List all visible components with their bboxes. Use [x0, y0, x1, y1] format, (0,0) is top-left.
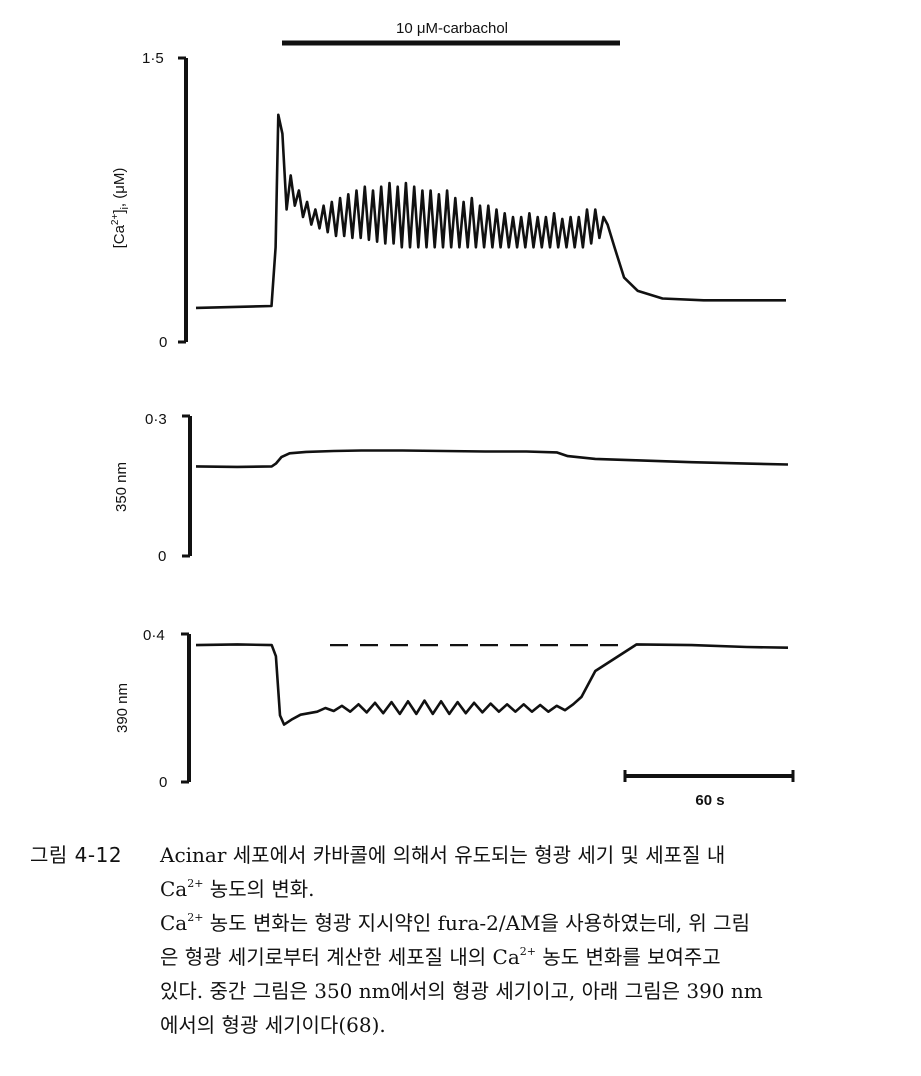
figure: 10 μM-carbachol 1·5 0 [Ca2+]i, (μM) 0·3 …: [110, 20, 795, 809]
ytick-390nm-zero: 0: [159, 774, 167, 791]
scale-bar-label: 60 s: [695, 792, 724, 809]
stimulus-label: 10 μM-carbachol: [396, 20, 508, 37]
ytick-390nm-max: 0·4: [143, 627, 165, 644]
ytick-350nm-zero: 0: [158, 548, 166, 565]
caption-line: 은 형광 세기로부터 계산한 세포질 내의 Ca2+ 농도 변화를 보여주고: [160, 945, 721, 969]
390nm-trace: [195, 643, 789, 726]
ytick-350nm-max: 0·3: [145, 411, 167, 428]
calcium-trace: [195, 113, 786, 310]
caption-line: 있다. 중간 그림은 350 nm에서의 형광 세기이고, 아래 그림은 390…: [160, 979, 763, 1003]
panel-350nm: 0·3 0 350 nm: [113, 411, 789, 565]
ytick-calcium-zero: 0: [159, 334, 167, 351]
ylabel-390nm: 390 nm: [114, 683, 131, 733]
caption-line: 에서의 형광 세기이다(68).: [160, 1013, 386, 1037]
ytick-calcium-max: 1·5: [142, 50, 164, 67]
caption-line: Ca2+ 농도 변화는 형광 지시약인 fura-2/AM을 사용하였는데, 위…: [160, 911, 750, 935]
ylabel-350nm: 350 nm: [113, 462, 130, 512]
caption-line: Acinar 세포에서 카바콜에 의해서 유도되는 형광 세기 및 세포질 내: [160, 843, 726, 867]
350nm-trace: [195, 449, 789, 469]
panel-calcium: 10 μM-carbachol 1·5 0 [Ca2+]i, (μM): [110, 20, 786, 351]
panel-390nm: 0·4 0 390 nm 60 s: [114, 627, 795, 809]
ylabel-calcium: [Ca2+]i, (μM): [110, 168, 131, 249]
caption-line: Ca2+ 농도의 변화.: [160, 877, 315, 901]
caption-label: 그림 4-12: [30, 843, 123, 867]
